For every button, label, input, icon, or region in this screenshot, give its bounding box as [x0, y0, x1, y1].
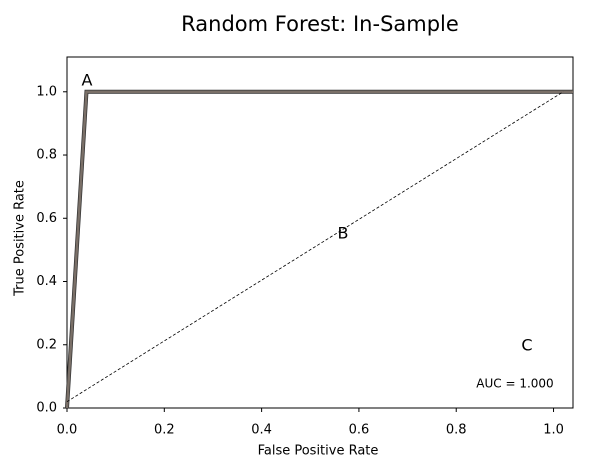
x-tick-label: 0.0	[57, 423, 78, 438]
y-tick-label: 0.8	[36, 148, 57, 163]
y-tick-label: 0.0	[36, 401, 57, 416]
diagonal-line	[66, 91, 564, 403]
y-tick-label: 0.6	[36, 211, 57, 226]
y-tick-label: 0.2	[36, 337, 57, 352]
chart-title: Random Forest: In-Sample	[181, 12, 459, 36]
annotation: AUC = 1.000	[476, 377, 553, 391]
x-tick-label: 1.0	[543, 423, 564, 438]
y-axis-label: True Positive Rate	[13, 180, 28, 297]
y-tick-label: 0.4	[36, 274, 57, 289]
x-tick-label: 0.8	[446, 423, 467, 438]
annotation: A	[82, 71, 93, 90]
annotation: C	[521, 336, 532, 355]
x-tick-label: 0.6	[349, 423, 370, 438]
plot-frame	[66, 56, 574, 409]
roc-outline	[65, 89, 573, 409]
annotation: B	[338, 224, 349, 243]
x-tick-label: 0.2	[154, 423, 175, 438]
x-tick-label: 0.4	[251, 423, 272, 438]
roc-line	[65, 90, 573, 409]
x-axis-label: False Positive Rate	[258, 444, 379, 459]
y-tick-label: 1.0	[36, 84, 57, 99]
